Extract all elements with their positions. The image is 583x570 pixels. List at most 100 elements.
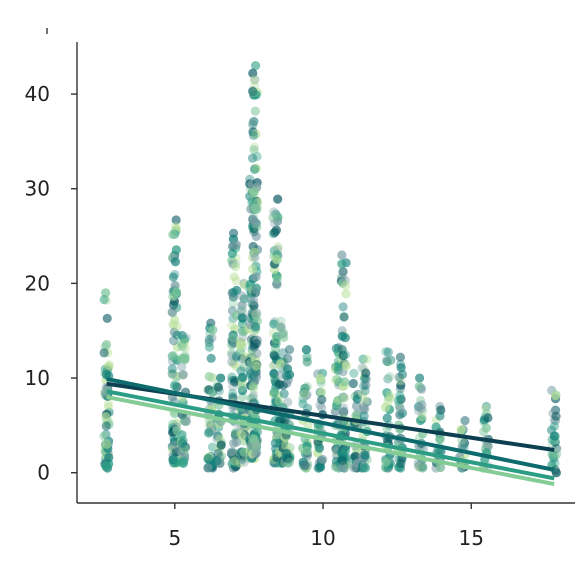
data-point [362, 354, 372, 364]
data-point [248, 87, 258, 97]
data-point [99, 431, 109, 441]
data-point [248, 371, 258, 381]
data-point [99, 295, 109, 305]
data-point [226, 348, 237, 358]
data-point [341, 289, 351, 299]
data-point [212, 456, 222, 466]
data-point [340, 350, 350, 360]
data-point [248, 381, 258, 391]
data-point [395, 404, 405, 414]
data-point [247, 153, 258, 163]
data-point [349, 368, 359, 378]
data-point [178, 369, 188, 380]
data-point [251, 285, 261, 295]
data-point [348, 378, 358, 389]
data-point [251, 272, 261, 282]
data-point [249, 75, 259, 85]
data-point [383, 396, 393, 407]
y-ticks: 0 10 20 30 40 [25, 82, 77, 485]
data-point [337, 272, 348, 282]
data-point [178, 458, 189, 468]
data-point [283, 364, 293, 374]
data-point [171, 454, 181, 465]
data-point [102, 313, 112, 323]
data-point [229, 272, 239, 282]
data-point [302, 446, 312, 456]
data-point [435, 434, 445, 444]
data-point [228, 333, 238, 343]
data-point [395, 352, 406, 362]
data-point [393, 395, 404, 406]
data-point [417, 459, 427, 470]
data-point [235, 341, 245, 351]
data-point [337, 456, 348, 466]
data-point [360, 386, 370, 396]
data-point [168, 351, 178, 361]
data-point [238, 372, 248, 383]
data-point [339, 463, 349, 473]
data-point [204, 428, 214, 438]
data-point [169, 300, 179, 310]
data-point [269, 368, 279, 379]
data-point [227, 320, 237, 330]
data-point [302, 356, 312, 366]
data-point [383, 347, 393, 357]
data-point [101, 462, 111, 472]
data-point [285, 457, 295, 467]
data-point [228, 382, 238, 392]
data-point [338, 267, 348, 277]
data-point [252, 427, 263, 437]
data-point [552, 449, 562, 459]
data-point [251, 440, 261, 451]
data-point [268, 213, 278, 223]
data-point [251, 361, 261, 371]
data-point [251, 440, 261, 450]
data-point [550, 451, 561, 461]
data-point [548, 450, 558, 460]
data-point [300, 461, 310, 471]
data-point [251, 219, 261, 229]
data-point [235, 458, 245, 468]
data-point [414, 406, 424, 416]
data-point [280, 440, 291, 450]
data-point [341, 361, 351, 371]
data-point [360, 463, 370, 473]
data-point [269, 351, 279, 361]
data-point [249, 145, 259, 155]
data-point [227, 388, 238, 398]
data-point [227, 350, 237, 361]
data-point [276, 359, 286, 369]
data-point [169, 381, 180, 391]
data-point [237, 392, 248, 402]
data-point [317, 394, 327, 405]
data-point [550, 391, 561, 401]
data-point [415, 415, 426, 426]
data-point [269, 218, 280, 228]
data-point [549, 431, 559, 441]
data-point [284, 345, 295, 355]
data-point [337, 460, 347, 471]
data-point [270, 395, 281, 405]
data-point [252, 448, 262, 458]
data-point [382, 356, 392, 367]
data-point [385, 393, 395, 403]
data-point [216, 440, 226, 450]
data-point [417, 412, 427, 422]
data-point [274, 379, 285, 389]
data-point [359, 411, 369, 421]
data-point [207, 373, 217, 383]
data-point [300, 460, 310, 470]
data-point [171, 245, 181, 255]
data-point [281, 371, 292, 381]
data-point [249, 296, 259, 306]
y-tick-label: 10 [25, 366, 50, 390]
data-point [395, 359, 406, 369]
data-point [385, 372, 395, 382]
data-point [179, 455, 189, 466]
data-point [250, 61, 261, 71]
data-point [251, 373, 261, 383]
data-point [101, 412, 111, 422]
data-point [337, 259, 347, 269]
